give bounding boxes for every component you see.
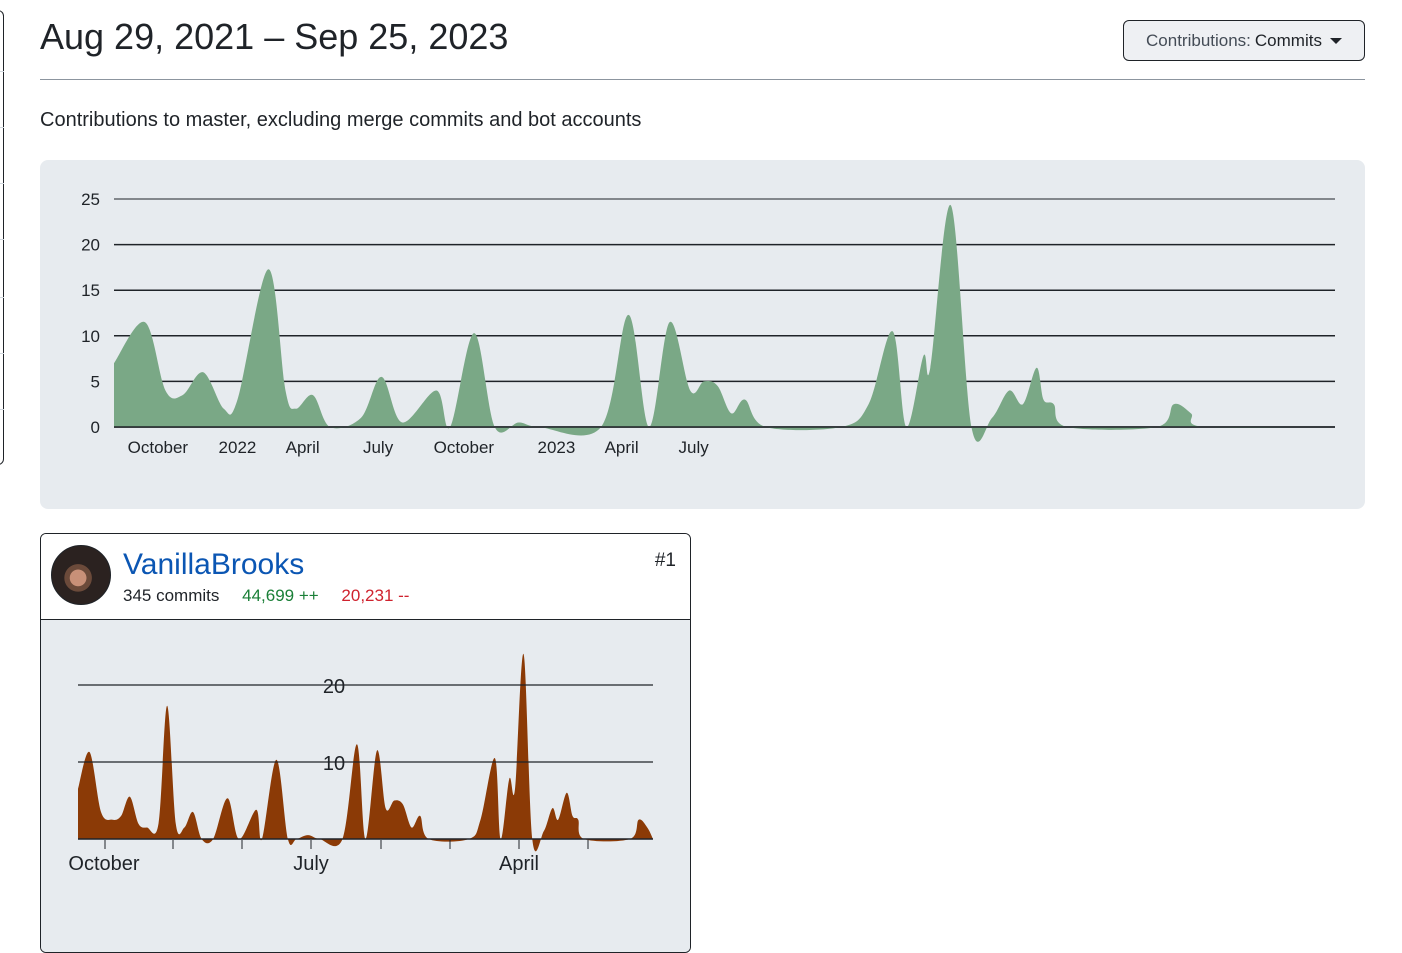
x-tick-label: April <box>286 438 320 457</box>
contributor-rank: #1 <box>654 550 676 571</box>
y-tick-label: 10 <box>81 327 100 346</box>
left-panel-edge <box>0 10 4 465</box>
panel-divider <box>0 127 4 128</box>
panel-divider <box>0 239 4 240</box>
avatar[interactable] <box>51 545 111 605</box>
y-gridlines: 0 5 10 15 20 25 <box>81 190 1335 437</box>
contributor-name-link[interactable]: VanillaBrooks <box>123 548 305 581</box>
contributions-dropdown-value: Commits <box>1254 30 1322 50</box>
page-title: Aug 29, 2021 – Sep 25, 2023 <box>40 16 509 57</box>
main-commits-chart-svg: 0 5 10 15 20 25 October 2022 April July October 202… <box>81 190 1335 457</box>
panel-divider <box>0 183 4 184</box>
x-tick-label: April <box>499 853 539 875</box>
x-tick-label: October <box>68 853 139 875</box>
commits-count-link[interactable]: 345 commits <box>123 586 220 605</box>
contributions-dropdown-button[interactable]: Contributions: Commits <box>1123 20 1365 61</box>
x-tick-label: 2022 <box>219 438 257 457</box>
main-commits-chart: 0 5 10 15 20 25 October 2022 April July October 202… <box>40 160 1365 509</box>
contributor-commits-area <box>78 653 653 852</box>
contributor-card: VanillaBrooks 345 commits 44,699 ++ 20,2… <box>40 533 691 953</box>
x-tick-label: July <box>679 438 710 457</box>
header-divider <box>40 79 1365 80</box>
y-tick-label: 5 <box>91 372 100 391</box>
x-tick-label: July <box>293 853 329 875</box>
x-tick-label: October <box>434 438 495 457</box>
y-tick-label: 25 <box>81 190 100 209</box>
panel-divider <box>0 297 4 298</box>
commits-area <box>114 204 1335 442</box>
contributor-stats: 345 commits 44,699 ++ 20,231 -- <box>123 586 409 606</box>
x-tick-label: April <box>605 438 639 457</box>
x-tick-label: July <box>363 438 394 457</box>
contributor-commits-chart-svg: 20 10 October July April <box>68 653 653 875</box>
contributor-commits-chart: 20 10 October July April <box>41 620 690 952</box>
panel-divider <box>0 71 4 72</box>
panel-divider <box>0 409 4 410</box>
y-tick-label: 10 <box>323 753 345 775</box>
y-tick-label: 20 <box>81 236 100 255</box>
chart-description: Contributions to master, excluding merge… <box>40 109 642 131</box>
y-tick-label: 15 <box>81 281 100 300</box>
panel-divider <box>0 353 4 354</box>
contributor-card-header: VanillaBrooks 345 commits 44,699 ++ 20,2… <box>41 534 690 620</box>
contributions-dropdown-label: Contributions: <box>1146 30 1251 50</box>
x-tick-label: October <box>128 438 189 457</box>
y-tick-label: 20 <box>323 676 345 698</box>
y-tick-label: 0 <box>91 418 100 437</box>
additions-count: 44,699 ++ <box>242 586 319 605</box>
x-tick-label: 2023 <box>538 438 576 457</box>
deletions-count: 20,231 -- <box>341 586 410 605</box>
caret-down-icon <box>1329 37 1342 44</box>
